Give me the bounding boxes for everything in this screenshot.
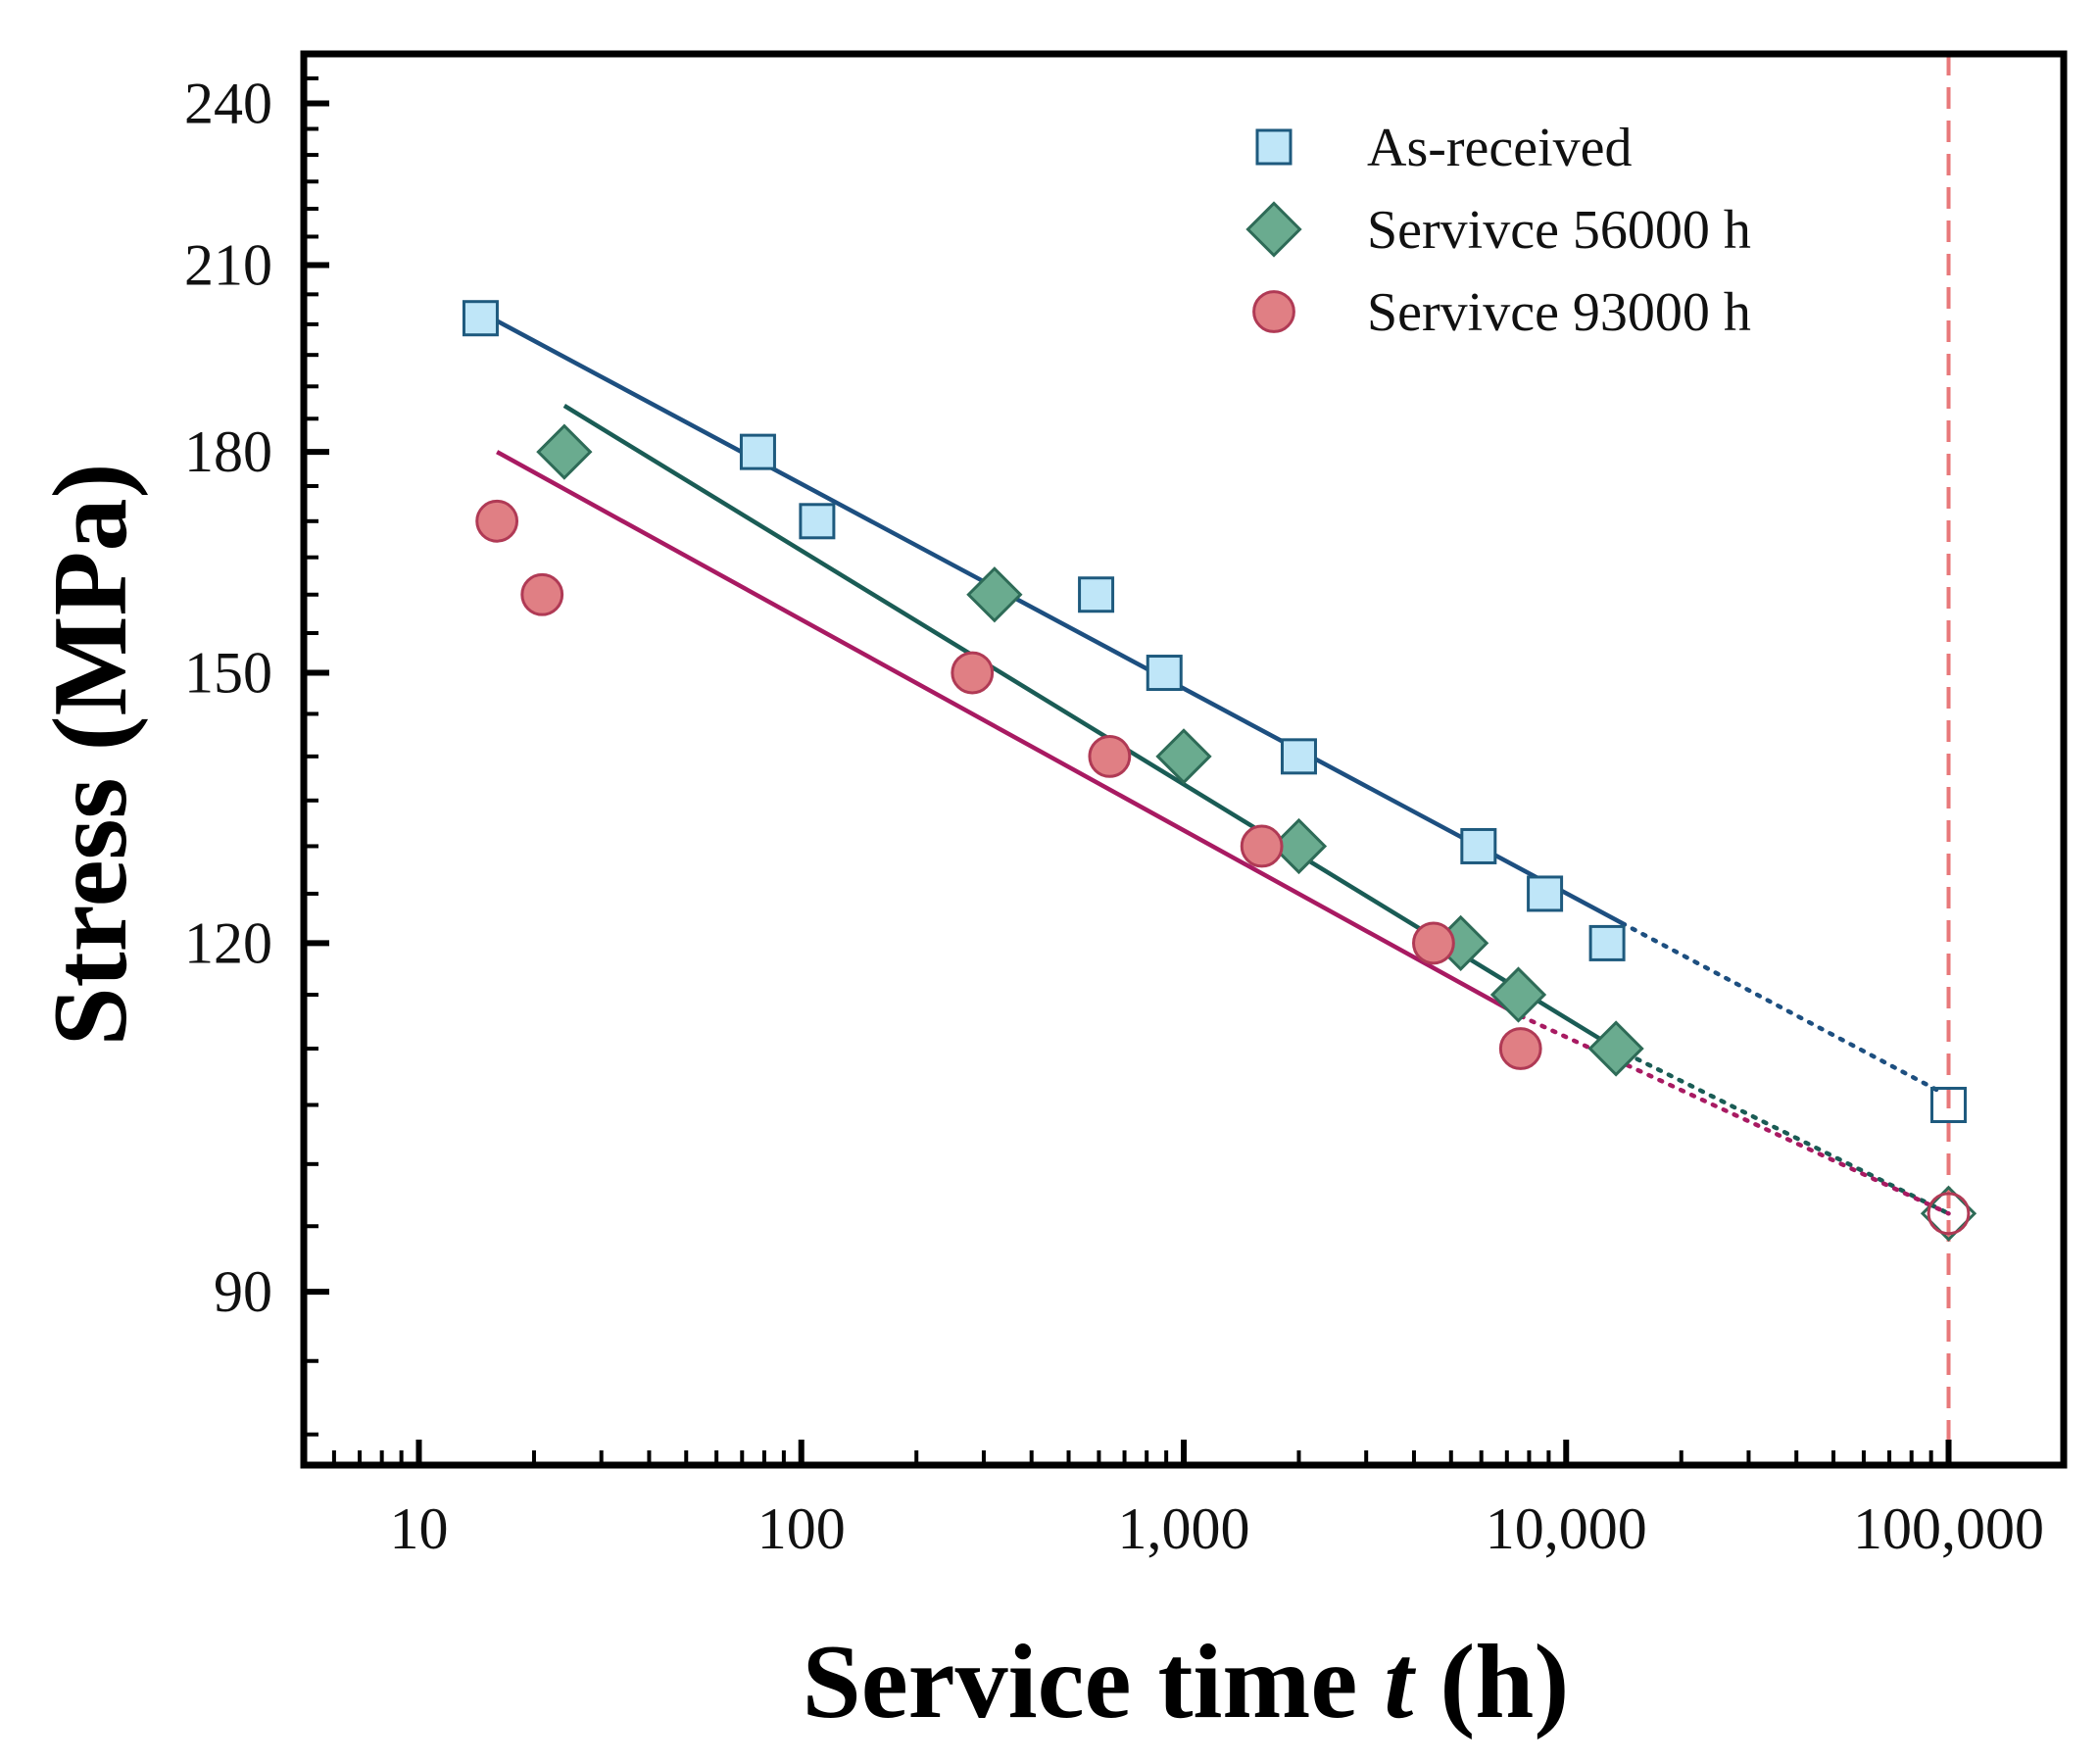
y-tick-label: 150 xyxy=(184,641,272,706)
legend-service-93000h-marker xyxy=(1252,290,1295,333)
as-received-point xyxy=(1078,576,1115,613)
service-93000h-point xyxy=(1240,824,1284,868)
as-received-point xyxy=(799,503,836,540)
y-axis-title: Stress (MPa) xyxy=(32,464,149,1047)
as-received-point xyxy=(1527,875,1564,912)
service-93000h-extrapolation-line xyxy=(1518,1013,1951,1216)
y-tick-label: 180 xyxy=(184,419,272,484)
service-93000h-point xyxy=(520,572,564,616)
as-received-predicted-point xyxy=(1930,1087,1968,1124)
service-56000h-extrapolation-line xyxy=(1613,1046,1951,1216)
as-received-point xyxy=(1280,738,1317,775)
service-56000h-point xyxy=(966,566,1023,623)
service-93000h-point xyxy=(1498,1027,1542,1070)
x-tick-label: 10,000 xyxy=(1486,1496,1647,1561)
legend: As-received Servivce 56000 h Servivce 9300… xyxy=(1245,118,1751,343)
x-axis-title: Service time t (h) xyxy=(803,1624,1570,1740)
y-tick-label: 90 xyxy=(214,1259,272,1324)
service-93000h-point xyxy=(1412,921,1455,965)
legend-service-56000h-marker xyxy=(1245,201,1302,258)
as-received-point xyxy=(739,433,776,470)
y-tick-label: 120 xyxy=(184,910,272,975)
as-received-point xyxy=(1588,924,1626,961)
service-56000h-point xyxy=(1155,728,1212,785)
service-93000h-predicted-point xyxy=(1927,1192,1971,1236)
data-points xyxy=(462,300,1977,1242)
axes: 10 100 1,000 10,000 100,000 90 120 150 180 210 240 xyxy=(184,71,2066,1561)
as-received-point xyxy=(1460,827,1497,864)
y-tick-label: 240 xyxy=(184,71,272,135)
legend-as-received-marker xyxy=(1255,128,1293,166)
x-tick-label: 100,000 xyxy=(1853,1496,2044,1561)
legend-service-56000h-label: Servivce 56000 h xyxy=(1367,200,1751,261)
service-93000h-point xyxy=(475,499,519,543)
service-93000h-point xyxy=(1088,734,1132,778)
x-tick-label: 1,000 xyxy=(1118,1496,1250,1561)
legend-service-93000h-label: Servivce 93000 h xyxy=(1367,282,1751,343)
as-received-extrapolation-line xyxy=(1620,920,1946,1097)
service-56000h-point xyxy=(1587,1020,1644,1077)
service-56000h-point xyxy=(1489,966,1547,1023)
service-93000h-point xyxy=(951,651,995,695)
as-received-point xyxy=(1146,655,1183,692)
legend-as-received-label: As-received xyxy=(1367,118,1633,178)
y-tick-label: 210 xyxy=(184,233,272,298)
service-93000h-fit-line xyxy=(496,450,1522,1018)
as-received-point xyxy=(462,300,499,337)
as-received-fit-line xyxy=(479,310,1624,925)
x-tick-label: 10 xyxy=(389,1496,448,1561)
plot-frame xyxy=(300,50,2068,1469)
service-56000h-point xyxy=(1270,817,1328,875)
service-56000h-point xyxy=(536,423,593,480)
x-tick-label: 100 xyxy=(757,1496,846,1561)
